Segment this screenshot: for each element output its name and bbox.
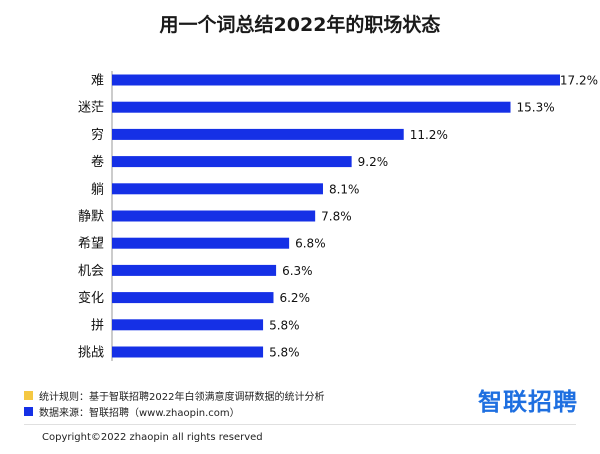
value-label: 11.2% — [410, 128, 448, 142]
chart-title: 用一个词总结2022年的职场状态 — [159, 14, 441, 36]
category-label: 拼 — [91, 318, 104, 333]
value-label: 6.2% — [279, 291, 310, 305]
category-label: 躺 — [91, 181, 104, 197]
source-swatch — [24, 407, 33, 416]
value-label: 17.2% — [560, 74, 598, 88]
bar — [112, 346, 264, 358]
bar — [112, 264, 277, 276]
bar — [112, 319, 264, 331]
value-label: 6.8% — [295, 237, 326, 251]
value-label: 8.1% — [329, 182, 360, 196]
value-label: 5.8% — [269, 346, 300, 360]
category-label: 卷 — [91, 154, 104, 170]
value-label: 7.8% — [321, 210, 352, 224]
value-label: 6.3% — [282, 264, 313, 278]
rule-swatch — [24, 391, 33, 400]
bar — [112, 74, 560, 86]
category-label: 静默 — [78, 209, 104, 225]
copyright-text: Copyright©2022 zhaopin all rights reserv… — [42, 432, 263, 443]
bar — [112, 101, 511, 113]
category-label: 变化 — [78, 290, 104, 306]
bar — [112, 183, 323, 195]
bar — [112, 210, 316, 222]
value-label: 9.2% — [358, 155, 389, 169]
category-label: 希望 — [78, 236, 104, 252]
category-label: 难 — [91, 74, 104, 89]
bar — [112, 237, 290, 249]
footer-divider — [24, 424, 576, 425]
source-note-text: 数据来源：智联招聘（www.zhaopin.com） — [39, 408, 240, 419]
category-label: 挑战 — [78, 346, 104, 361]
category-label: 机会 — [78, 264, 104, 279]
value-label: 15.3% — [517, 101, 555, 115]
rule-note-text: 统计规则：基于智联招聘2022年白领满意度调研数据的统计分析 — [39, 392, 325, 403]
category-label: 迷茫 — [78, 101, 104, 116]
bar — [112, 156, 352, 168]
bar — [112, 292, 274, 304]
source-note: 数据来源：智联招聘（www.zhaopin.com） — [24, 404, 240, 419]
bar-chart: 难 17.2% 迷茫 15.3% 穷 11.2% 卷 9.2% 躺 8.1% 静默 7.8% 希望 6.8… — [78, 71, 598, 361]
rule-note: 统计规则：基于智联招聘2022年白领满意度调研数据的统计分析 — [24, 388, 324, 403]
value-label: 5.8% — [269, 318, 300, 332]
category-label: 穷 — [91, 127, 104, 143]
bar — [112, 128, 404, 140]
zhaopin-logo: 智联招聘 — [478, 388, 578, 416]
